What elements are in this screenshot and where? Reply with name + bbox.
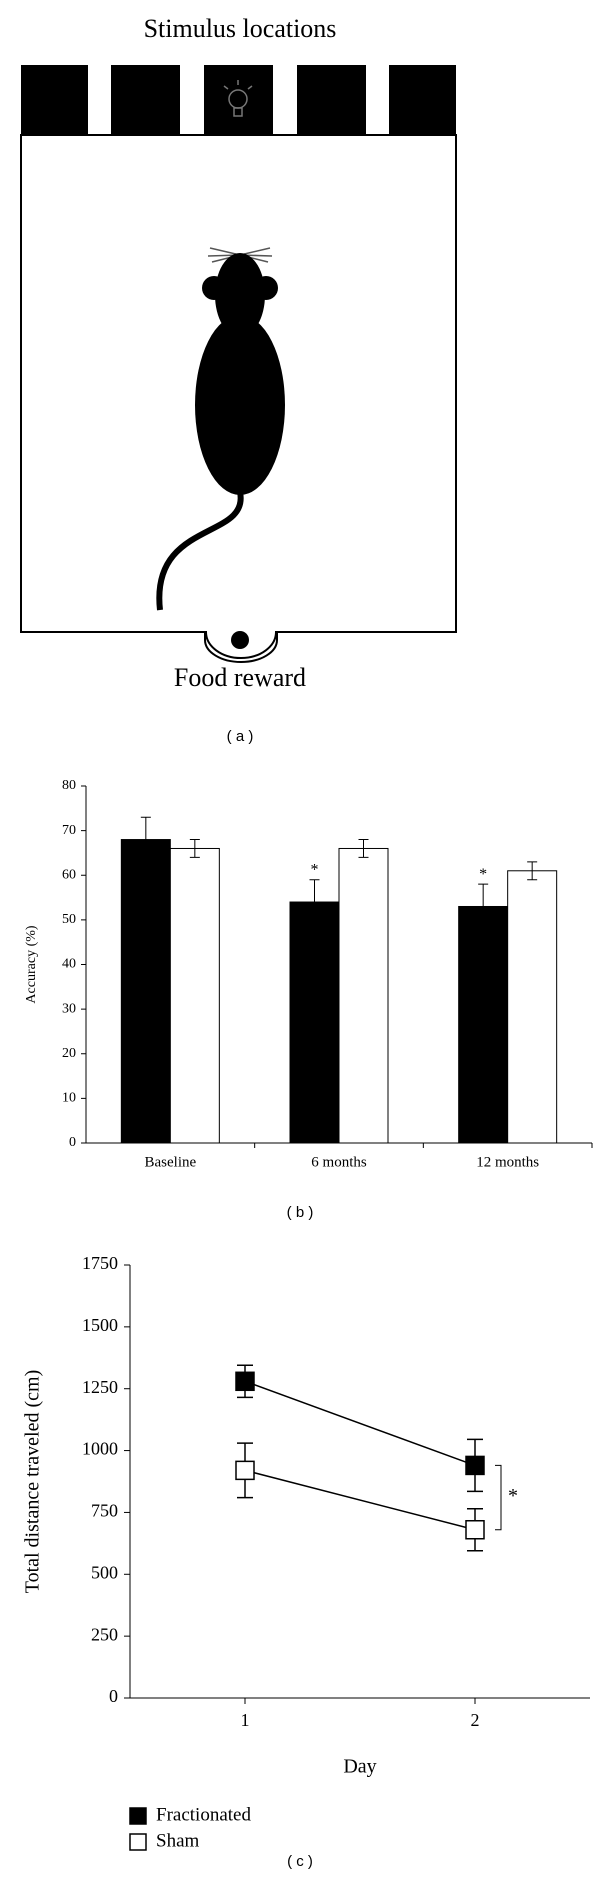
stimulus-hole bbox=[204, 65, 273, 135]
significance-bracket bbox=[495, 1464, 502, 1531]
rat bbox=[156, 247, 285, 611]
x-tick-label: 1 bbox=[241, 1710, 250, 1730]
legend-label: Fractionated bbox=[156, 1804, 251, 1825]
error-bar bbox=[309, 879, 320, 925]
arena-diagram: Stimulus locations Food reward ( a ) bbox=[20, 14, 457, 745]
y-tick-label: 20 bbox=[62, 1046, 76, 1061]
bar bbox=[507, 870, 558, 1144]
stimulus-hole bbox=[21, 65, 88, 135]
y-tick-label: 1250 bbox=[82, 1377, 118, 1397]
food-cup bbox=[204, 632, 278, 663]
point-marker bbox=[235, 1371, 255, 1392]
panel-caption: ( a ) bbox=[227, 728, 254, 745]
y-tick-label: 40 bbox=[62, 957, 76, 972]
panel-caption: ( b ) bbox=[287, 1204, 314, 1221]
y-axis-label: Total distance traveled (cm) bbox=[22, 1370, 44, 1594]
bar bbox=[289, 901, 340, 1144]
y-tick-label: 80 bbox=[62, 778, 76, 793]
point-marker bbox=[465, 1455, 485, 1476]
y-tick-label: 10 bbox=[62, 1091, 76, 1106]
y-tick-label: 250 bbox=[91, 1624, 118, 1644]
stimulus-hole bbox=[111, 65, 180, 135]
bar bbox=[458, 905, 509, 1144]
x-tick-label: Baseline bbox=[145, 1154, 197, 1170]
error-bar bbox=[527, 861, 538, 881]
series-line bbox=[244, 1380, 476, 1467]
x-tick-label: 6 months bbox=[311, 1154, 367, 1170]
x-tick-label: 12 months bbox=[476, 1154, 539, 1170]
bar bbox=[120, 839, 171, 1144]
diagram-label: Food reward bbox=[174, 663, 306, 692]
panel-caption: ( c ) bbox=[287, 1853, 313, 1870]
bar bbox=[338, 847, 389, 1144]
series-line bbox=[244, 1469, 476, 1531]
y-tick-label: 500 bbox=[91, 1562, 118, 1582]
stimulus-hole bbox=[297, 65, 366, 135]
y-tick-label: 60 bbox=[62, 867, 76, 882]
food-pellet bbox=[231, 631, 249, 649]
y-tick-label: 0 bbox=[109, 1686, 118, 1706]
diagram-title: Stimulus locations bbox=[144, 14, 337, 43]
y-tick-label: 50 bbox=[62, 912, 76, 927]
error-bar bbox=[358, 839, 369, 858]
y-tick-label: 70 bbox=[62, 823, 76, 838]
point-marker bbox=[465, 1519, 485, 1540]
significance-mark: * bbox=[311, 861, 319, 878]
bar bbox=[169, 847, 220, 1144]
light-bulb bbox=[223, 80, 253, 117]
y-axis-label: Accuracy (%) bbox=[24, 925, 39, 1003]
y-tick-label: 750 bbox=[91, 1501, 118, 1521]
legend-marker bbox=[129, 1833, 147, 1851]
error-bar bbox=[478, 883, 489, 930]
y-tick-label: 1000 bbox=[82, 1439, 118, 1459]
point-marker bbox=[235, 1460, 255, 1481]
error-bar bbox=[140, 816, 151, 863]
stimulus-hole bbox=[389, 65, 456, 135]
legend-marker bbox=[129, 1807, 147, 1825]
error-bar bbox=[189, 839, 200, 858]
y-tick-label: 1500 bbox=[82, 1315, 118, 1335]
legend-label: Sham bbox=[156, 1830, 200, 1851]
x-axis-label: Day bbox=[343, 1756, 376, 1778]
y-tick-label: 0 bbox=[69, 1135, 76, 1150]
significance-mark: * bbox=[508, 1485, 518, 1507]
x-tick-label: 2 bbox=[471, 1710, 480, 1730]
significance-mark: * bbox=[479, 866, 487, 883]
y-tick-label: 1750 bbox=[82, 1253, 118, 1273]
y-tick-label: 30 bbox=[62, 1001, 76, 1016]
